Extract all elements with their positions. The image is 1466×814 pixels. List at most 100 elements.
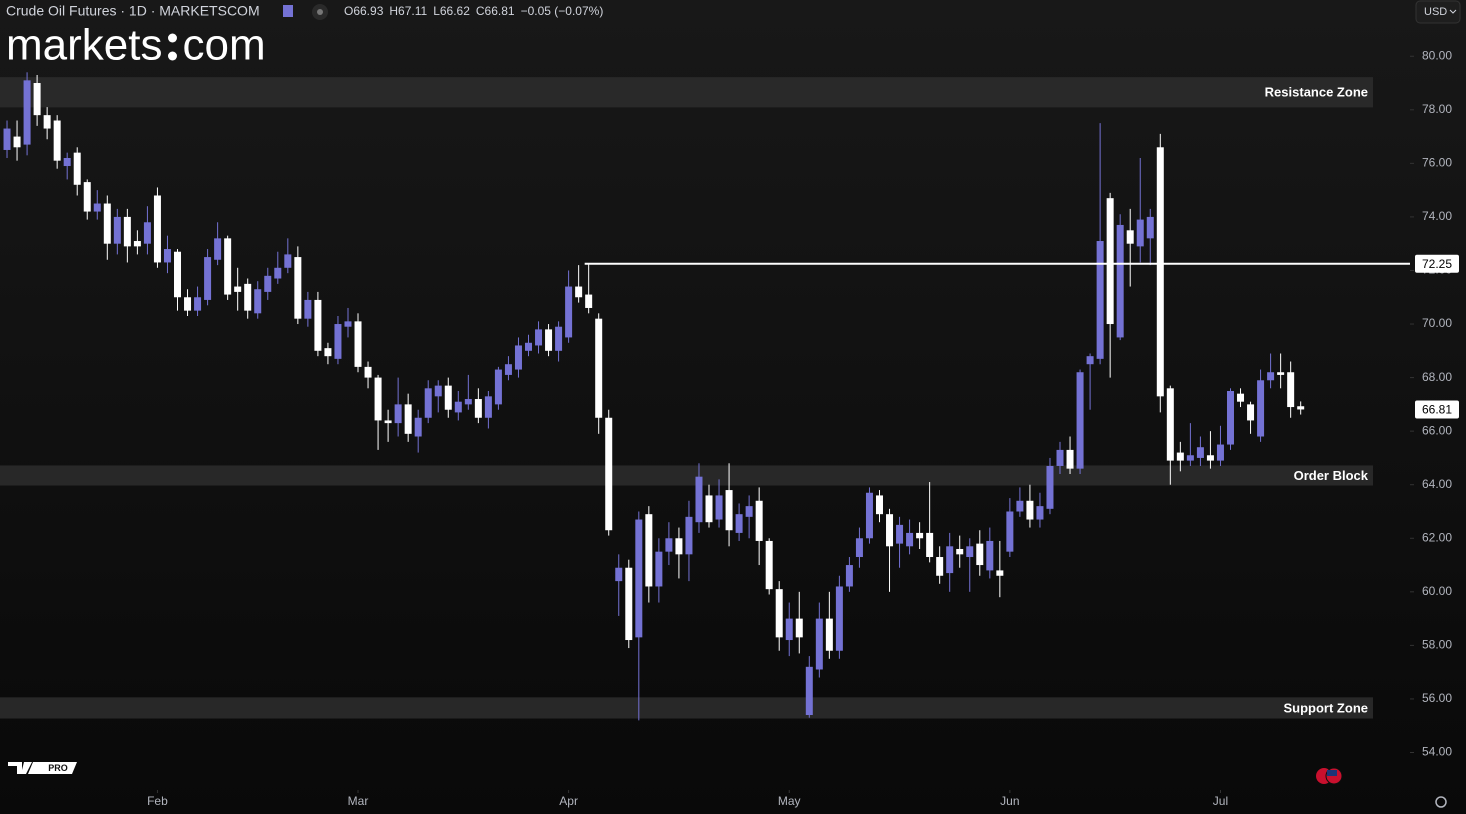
- candle-body: [284, 254, 292, 268]
- candle-body: [1116, 224, 1124, 338]
- zone-label: Support Zone: [1284, 700, 1369, 715]
- candle-body: [1046, 465, 1054, 509]
- candle-body: [464, 399, 472, 405]
- ohlc-value: −0.05 (−0.07%): [521, 4, 604, 18]
- candle-body: [304, 299, 312, 319]
- candle-body: [324, 348, 332, 357]
- candle-body: [1257, 380, 1265, 437]
- candle-body: [43, 115, 51, 129]
- candle-body: [1056, 449, 1064, 466]
- candle-body: [1136, 219, 1144, 247]
- candle-body: [1237, 393, 1245, 402]
- candle-body: [1277, 372, 1285, 375]
- candle-body: [705, 495, 713, 523]
- currency-label[interactable]: USD: [1424, 6, 1447, 18]
- currency-button[interactable]: [1415, 0, 1461, 24]
- flag-icon: [1327, 770, 1337, 776]
- y-tick-label: 64.00: [1422, 477, 1452, 491]
- candle-body: [1216, 444, 1224, 461]
- candle-body: [454, 401, 462, 413]
- y-tick-label: 66.00: [1422, 423, 1452, 437]
- candle-body: [504, 364, 512, 375]
- candle-body: [645, 514, 653, 587]
- ohlc-header: O66.93 H67.11 L66.62 C66.81 −0.05 (−0.07%): [344, 4, 603, 18]
- candle-body: [665, 538, 673, 552]
- candle-body: [254, 289, 262, 314]
- candle-body: [274, 267, 282, 279]
- y-tick-label: 60.00: [1422, 584, 1452, 598]
- x-tick-label: Apr: [559, 794, 578, 808]
- candle-body: [815, 618, 823, 670]
- candle-body: [655, 551, 663, 587]
- candle-body: [976, 543, 984, 566]
- candle-body: [966, 546, 974, 558]
- candle-body: [214, 238, 222, 260]
- candle-body: [926, 532, 934, 558]
- candle-body: [1287, 372, 1295, 408]
- candle-body: [835, 586, 843, 651]
- candle-body: [555, 326, 563, 351]
- candle-body: [244, 283, 252, 311]
- candle-body: [865, 492, 873, 539]
- candle-body: [725, 490, 733, 531]
- candle-body: [344, 321, 352, 327]
- candle-body: [1006, 511, 1014, 552]
- zones: Resistance Zone Order Block Support Zone: [0, 77, 1373, 719]
- logo-dot: [167, 51, 177, 61]
- candle-body: [1267, 372, 1275, 381]
- zone: [0, 697, 1373, 719]
- y-tick-label: 80.00: [1422, 48, 1452, 62]
- candle-body: [845, 565, 853, 587]
- candle-body: [585, 294, 593, 308]
- candle-body: [113, 216, 121, 244]
- candle-body: [264, 275, 272, 292]
- candle-body: [23, 80, 31, 145]
- settings-icon[interactable]: [1435, 796, 1447, 808]
- candle-body: [1126, 230, 1134, 244]
- x-tick-label: Mar: [348, 794, 369, 808]
- y-tick-label: 76.00: [1422, 156, 1452, 170]
- candle-body: [1186, 455, 1194, 461]
- candles: [3, 72, 1305, 721]
- candle-body: [946, 546, 954, 574]
- candle-body: [1036, 506, 1044, 520]
- ohlc-value: C66.81: [476, 4, 515, 18]
- candle-body: [715, 495, 723, 520]
- candle-body: [374, 377, 382, 421]
- candle-body: [394, 404, 402, 424]
- candle-body: [785, 618, 793, 641]
- ohlc-value: O66.93: [344, 4, 384, 18]
- y-tick-label: 74.00: [1422, 209, 1452, 223]
- candle-body: [605, 417, 613, 531]
- ohlc-value: L66.62: [433, 4, 470, 18]
- candle-body: [524, 342, 532, 351]
- price-tag: [1415, 254, 1459, 273]
- price-tag-label: 72.25: [1422, 257, 1452, 271]
- candle-body: [184, 297, 192, 311]
- candle-body: [565, 286, 573, 338]
- candle-body: [1226, 390, 1234, 445]
- candle-body: [1016, 500, 1024, 512]
- candle-body: [535, 329, 543, 346]
- status-dot-inner: [317, 9, 323, 15]
- candle-body: [83, 182, 91, 212]
- candle-body: [615, 567, 623, 582]
- candle-body: [53, 120, 61, 161]
- zone: [0, 465, 1373, 486]
- candle-body: [625, 567, 633, 641]
- chevron[interactable]: [1449, 9, 1457, 14]
- candle-body: [204, 257, 212, 300]
- candle-body: [294, 257, 302, 319]
- candle-body: [1297, 406, 1305, 410]
- candle-body: [875, 495, 883, 515]
- x-tick-label: Jun: [1000, 794, 1019, 808]
- chart-title: Crude Oil Futures · 1D · MARKETSCOM: [6, 3, 260, 19]
- candle-body: [956, 548, 964, 555]
- y-tick-label: 70.00: [1422, 316, 1452, 330]
- logo-text: markets: [6, 21, 162, 70]
- x-tick-label: Jul: [1213, 794, 1228, 808]
- candle-body: [575, 286, 583, 298]
- y-tick-label: 78.00: [1422, 102, 1452, 116]
- candle-body: [73, 152, 81, 185]
